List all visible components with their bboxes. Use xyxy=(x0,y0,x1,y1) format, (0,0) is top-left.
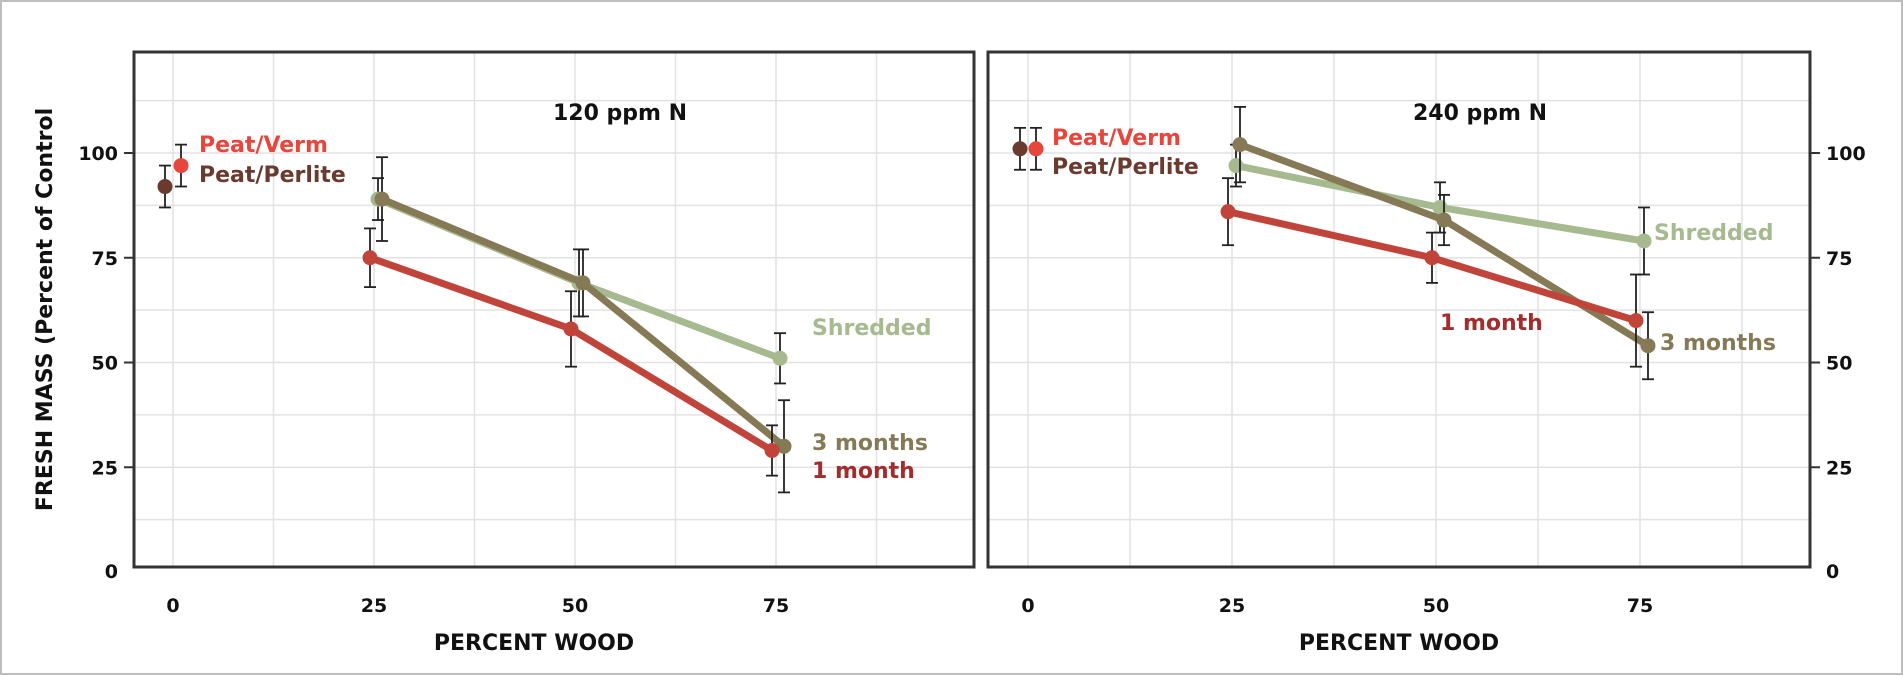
panel-2-grid xyxy=(988,52,1810,567)
x-tick-label: 75 xyxy=(1627,595,1653,617)
data-point-1-month xyxy=(1220,204,1236,220)
series-label-3-months: 3 months xyxy=(1660,331,1776,356)
panel-2-title: 240 ppm N xyxy=(1413,101,1547,126)
data-point-3-months xyxy=(1640,338,1656,354)
panel-2-marks: Shredded 3 months 1 month Peat/Verm Peat/Per… xyxy=(1012,106,1776,381)
data-point-1-month xyxy=(1628,313,1644,329)
data-point-shredded xyxy=(772,350,788,366)
control-label-peat-perlite: Peat/Perlite xyxy=(199,163,346,188)
control-label-peat-verm: Peat/Verm xyxy=(199,133,328,158)
series-label-1-month: 1 month xyxy=(1440,311,1543,336)
x-tick-label: 75 xyxy=(763,595,789,617)
panel-1-y-ticks: 0 25 50 75 100 xyxy=(78,143,134,583)
data-point-1-month xyxy=(764,442,780,458)
data-point-shredded xyxy=(1636,233,1652,249)
y-tick-label: 100 xyxy=(1826,143,1866,165)
panel-240-ppm: Shredded 3 months 1 month Peat/Verm Peat/Per… xyxy=(986,50,1866,656)
panel-2-frame xyxy=(986,50,1812,569)
panel-2-y-ticks: 0 25 50 75 100 xyxy=(1810,143,1866,583)
x-tick-label: 0 xyxy=(166,595,179,617)
panel-1-x-ticks: 0 25 50 75 xyxy=(166,595,789,617)
panel-2-x-axis-title: PERCENT WOOD xyxy=(1299,631,1499,656)
data-point-3-months xyxy=(575,275,591,291)
panel-2-x-ticks: 0 25 50 75 xyxy=(1021,595,1653,617)
control-point-peat-verm xyxy=(1028,141,1044,157)
y-tick-label: 0 xyxy=(1826,561,1839,583)
control-point-peat-perlite xyxy=(157,179,173,195)
x-tick-label: 25 xyxy=(361,595,387,617)
y-tick-label: 50 xyxy=(1826,353,1852,375)
y-tick-label: 50 xyxy=(92,353,118,375)
series-label-shredded: Shredded xyxy=(812,316,931,341)
panel-1-title: 120 ppm N xyxy=(553,101,687,126)
series-label-3-months: 3 months xyxy=(812,431,928,456)
series-label-1-month: 1 month xyxy=(812,459,915,484)
control-point-peat-verm xyxy=(173,158,189,174)
data-point-1-month xyxy=(563,321,579,337)
y-tick-label: 0 xyxy=(105,561,118,583)
x-tick-label: 25 xyxy=(1219,595,1245,617)
data-point-3-months xyxy=(1232,137,1248,153)
control-label-peat-verm: Peat/Verm xyxy=(1052,126,1181,151)
y-tick-label: 75 xyxy=(92,248,118,270)
y-tick-label: 25 xyxy=(1826,457,1852,479)
data-point-3-months xyxy=(776,438,792,454)
y-tick-label: 100 xyxy=(78,143,118,165)
control-label-peat-perlite: Peat/Perlite xyxy=(1052,155,1199,180)
y-tick-label: 25 xyxy=(92,457,118,479)
control-point-peat-perlite xyxy=(1012,141,1028,157)
panel-1-grid xyxy=(134,52,974,567)
panel-1-x-axis-title: PERCENT WOOD xyxy=(434,631,634,656)
panel-1-marks: Shredded 3 months 1 month Peat/Verm Peat/Per… xyxy=(157,133,931,494)
y-axis-title: FRESH MASS (Percent of Control xyxy=(33,108,58,511)
x-tick-label: 50 xyxy=(1423,595,1449,617)
data-point-3-months xyxy=(1436,212,1452,228)
panel-1-frame xyxy=(132,50,976,569)
panel-120-ppm: Shredded 3 months 1 month Peat/Verm Peat/Per… xyxy=(33,50,976,656)
x-tick-label: 50 xyxy=(562,595,588,617)
y-tick-label: 75 xyxy=(1826,248,1852,270)
data-point-1-month xyxy=(362,250,378,266)
data-point-1-month xyxy=(1424,250,1440,266)
series-label-shredded: Shredded xyxy=(1654,221,1773,246)
data-point-shredded xyxy=(1228,158,1244,174)
data-point-3-months xyxy=(374,191,390,207)
x-tick-label: 0 xyxy=(1021,595,1034,617)
